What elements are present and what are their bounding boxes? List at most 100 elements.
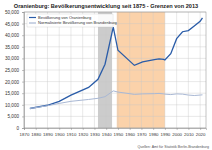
legend-swatch [29,22,36,23]
tick: 1880 [31,128,41,137]
tick-mark [59,128,60,130]
tick-label: 1900 [55,132,65,137]
grid-line [188,12,189,128]
plot-frame [24,12,206,128]
axis-line [25,129,207,131]
tick-label: 35,000 [5,45,19,50]
legend: Bevölkerung von OranienburgNormalisierte… [27,14,117,27]
tick-mark [22,128,24,129]
tick: 1960 [125,128,135,137]
grid-line [129,12,130,128]
grid [24,12,206,128]
tick-label: 5,000 [8,114,20,119]
grid-line [106,12,107,128]
tick-mark [106,128,107,130]
tick-label: 1910 [67,132,77,137]
tick-mark [22,24,24,25]
tick: 0 [16,126,24,131]
tick: 1990 [161,128,171,137]
tick-mark [22,47,24,48]
tick: 2000 [172,128,182,137]
grid-line [176,12,177,128]
tick-label: 15,000 [5,91,19,96]
grid-line [94,12,95,128]
tick-mark [94,128,95,130]
tick-label: 1930 [90,132,100,137]
tick: 2010 [184,128,194,137]
grid-line [164,12,165,128]
tick-mark [165,128,166,130]
series-line [30,91,203,109]
tick-label: 1940 [102,132,112,137]
grid-line [70,12,71,128]
tick: 5,000 [8,114,25,119]
tick-label: 30,000 [5,56,19,61]
source-note: Quellen: Amt für Statistik Berlin-Brande… [137,145,209,149]
tick: 1980 [149,128,159,137]
series-line [30,18,203,109]
tick: 45,000 [5,22,24,27]
tick-mark [83,128,84,130]
tick-label: 2010 [184,132,194,137]
tick: 1950 [114,128,124,137]
tick: 1910 [67,128,77,137]
lines [30,18,203,109]
tick-label: 1960 [125,132,135,137]
tick-mark [118,128,119,130]
tick: 1870 [20,128,30,137]
tick-mark [36,128,37,130]
tick-mark [22,93,24,94]
legend-swatch [29,17,36,18]
tick-mark [22,82,24,83]
x-axis: 1870188018901900191019201930194019501960… [20,128,207,137]
y-axis: 0 5,000 10,000 15,000 20,000 25,000 30,000 35,0… [5,10,25,131]
tick-label: 45,000 [5,22,19,27]
tick: 35,000 [5,45,24,50]
grid-line [35,12,36,128]
tick-label: 1880 [31,132,41,137]
grid-line [141,12,142,128]
tick-mark [71,128,72,130]
legend-label: Normalisierte Bevölkerung von Brandenbur… [38,20,117,25]
grid-line [24,46,206,47]
tick: 25,000 [5,68,24,73]
tick-label: 10,000 [5,103,19,108]
tick-mark [22,70,24,71]
tick: 15,000 [5,91,24,96]
tick-label: 1990 [161,132,171,137]
tick: 40,000 [5,33,24,38]
chart: Oranienburg: Bevölkerungsentwicklung sei… [0,0,212,150]
tick: 1930 [90,128,100,137]
tick-label: 20,000 [5,80,19,85]
tick: 1940 [102,128,112,137]
tick-mark [47,128,48,130]
tick-mark [188,128,189,130]
legend-label: Bevölkerung von Oranienburg [38,15,91,20]
grid-line [153,12,154,128]
grid-line [24,81,206,82]
tick-mark [22,12,24,13]
tick-label: 40,000 [5,33,19,38]
grid-line [24,116,206,117]
tick-label: 2000 [172,132,182,137]
tick: 1970 [137,128,147,137]
tick-label: 25,000 [5,68,19,73]
tick: 1890 [43,128,53,137]
tick-label: 50,000 [5,10,19,15]
tick: 50,000 [5,10,24,15]
tick-mark [141,128,142,130]
tick: 20,000 [5,80,24,85]
tick-mark [22,35,24,36]
tick-mark [177,128,178,130]
tick: 30,000 [5,56,24,61]
tick: 2020 [196,128,206,137]
tick-mark [200,128,201,130]
tick: 1900 [55,128,65,137]
tick-mark [22,105,24,106]
grid-line [200,12,201,128]
grid-line [59,12,60,128]
grid-line [47,12,48,128]
grid-line [117,12,118,128]
title: Oranienburg: Bevölkerungsentwicklung sei… [14,3,198,9]
tick-label: 1890 [43,132,53,137]
